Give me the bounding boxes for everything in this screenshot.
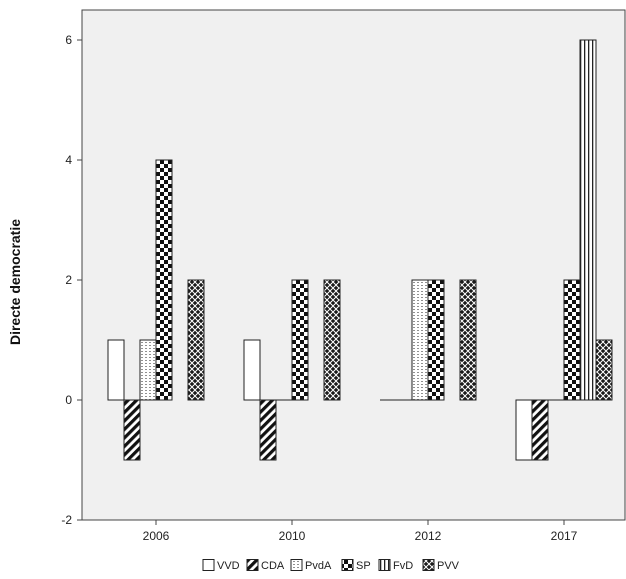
y-tick-label: -2 — [61, 513, 72, 527]
bar-vvd-2017 — [515, 399, 533, 461]
bar-pvv-2012 — [459, 279, 477, 401]
legend-swatch-sp — [341, 559, 354, 571]
bar-cda-2017 — [531, 399, 549, 461]
legend-label-vvd: VVD — [217, 560, 240, 572]
legend-swatch-pvda — [290, 559, 303, 571]
legend-label-pvv: PVV — [437, 560, 460, 572]
y-tick-label: 6 — [65, 33, 72, 47]
bars — [107, 39, 613, 461]
legend-label-fvd: FvD — [393, 560, 413, 572]
y-tick-label: 4 — [65, 153, 72, 167]
legend-swatch-fvd — [378, 559, 391, 571]
bar-sp-2010 — [291, 279, 309, 401]
legend-label-cda: CDA — [261, 560, 285, 572]
bar-pvda-2006 — [139, 339, 157, 401]
legend-swatch-vvd — [202, 559, 215, 571]
bar-pvv-2010 — [323, 279, 341, 401]
bar-vvd-2010 — [243, 339, 261, 401]
bar-cda-2010 — [259, 399, 277, 461]
y-tick-label: 0 — [65, 393, 72, 407]
bar-pvv-2006 — [187, 279, 205, 401]
bar-pvda-2012 — [411, 279, 429, 401]
bar-cda-2006 — [123, 399, 141, 461]
bar-sp-2012 — [427, 279, 445, 401]
y-axis: -2 0 2 4 6 — [61, 33, 82, 527]
legend-swatch-pvv — [422, 559, 435, 571]
legend-label-pvda: PvdA — [305, 560, 332, 572]
legend-label-sp: SP — [356, 560, 371, 572]
bar-pvv-2017 — [595, 339, 613, 401]
bar-vvd-2006 — [107, 339, 125, 401]
x-tick-label: 2006 — [143, 529, 170, 543]
x-tick-label: 2012 — [415, 529, 442, 543]
bar-fvd-2017 — [579, 39, 597, 401]
bar-sp-2017 — [563, 279, 581, 401]
y-axis-title: Directe democratie — [7, 219, 23, 345]
legend-swatch-cda — [246, 559, 259, 571]
y-tick-label: 2 — [65, 273, 72, 287]
x-tick-label: 2017 — [551, 529, 578, 543]
bar-sp-2006 — [155, 159, 173, 401]
legend: VVD CDA PvdA SP FvD PVV — [202, 559, 460, 572]
x-axis: 2006 2010 2012 2017 — [143, 520, 578, 543]
x-tick-label: 2010 — [279, 529, 306, 543]
